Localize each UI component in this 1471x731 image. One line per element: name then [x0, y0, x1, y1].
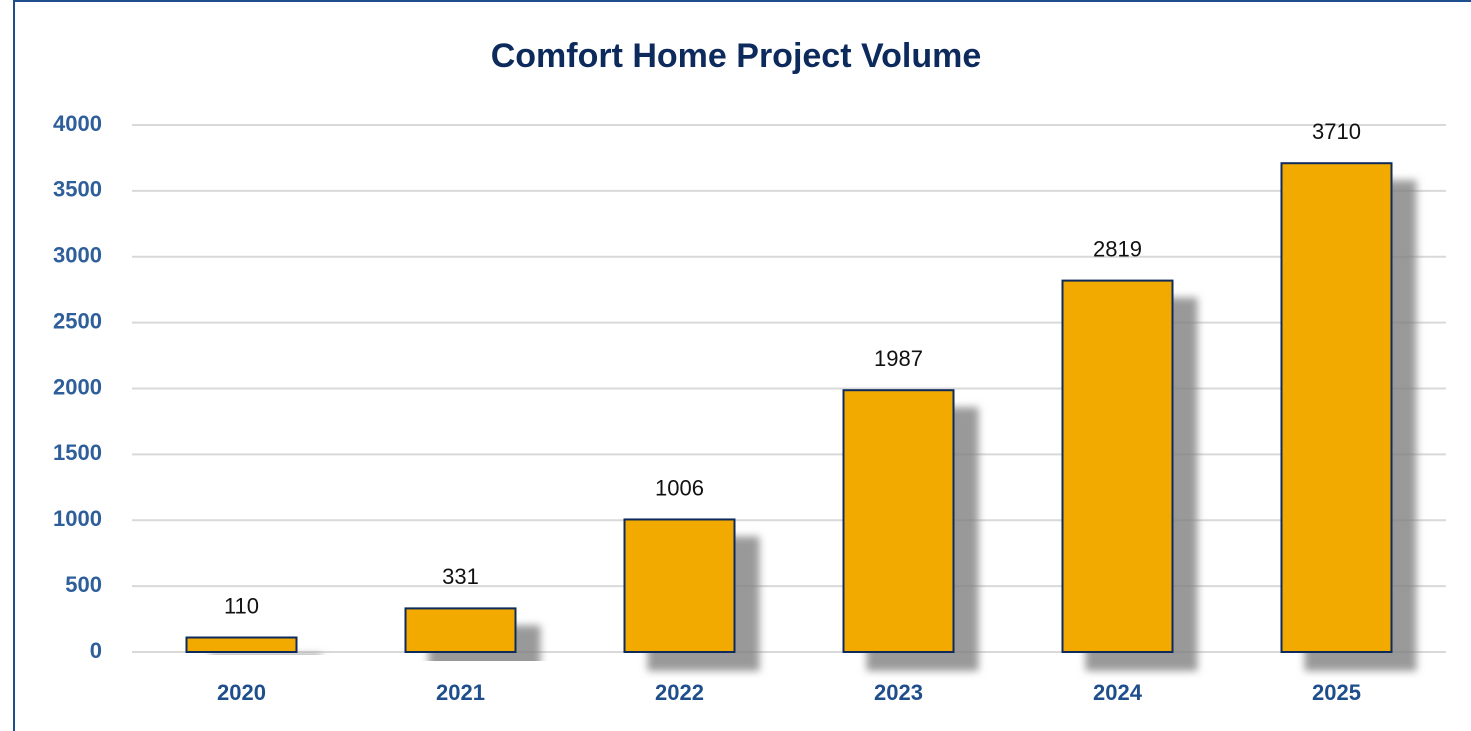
bar: [623, 518, 736, 653]
y-tick-label: 1500: [53, 440, 102, 465]
bar: [1061, 279, 1174, 653]
bar: [404, 607, 517, 653]
y-tick-label: 0: [90, 638, 102, 663]
x-tick-label: 2024: [1093, 680, 1143, 705]
y-tick-label: 3500: [53, 177, 102, 202]
frame: [13, 0, 1471, 731]
y-tick-label: 4000: [53, 111, 102, 136]
bar: [185, 636, 298, 654]
value-label: 1987: [874, 346, 923, 371]
value-label: 3710: [1312, 119, 1361, 144]
x-tick-label: 2022: [655, 680, 704, 705]
y-tick-label: 3000: [53, 243, 102, 268]
y-tick-label: 1000: [53, 506, 102, 531]
bar: [1280, 162, 1393, 654]
x-tick-label: 2021: [436, 680, 485, 705]
x-tick-label: 2023: [874, 680, 923, 705]
bar: [842, 389, 955, 653]
value-label: 2819: [1093, 236, 1142, 261]
y-tick-label: 2000: [53, 374, 102, 399]
value-label: 1006: [655, 475, 704, 500]
x-tick-label: 2020: [217, 680, 266, 705]
chart-title: Comfort Home Project Volume: [491, 37, 982, 75]
value-label: 110: [224, 593, 259, 618]
y-tick-label: 500: [65, 572, 102, 597]
value-label: 331: [442, 564, 479, 589]
x-tick-label: 2025: [1312, 680, 1361, 705]
y-tick-label: 2500: [53, 308, 102, 333]
